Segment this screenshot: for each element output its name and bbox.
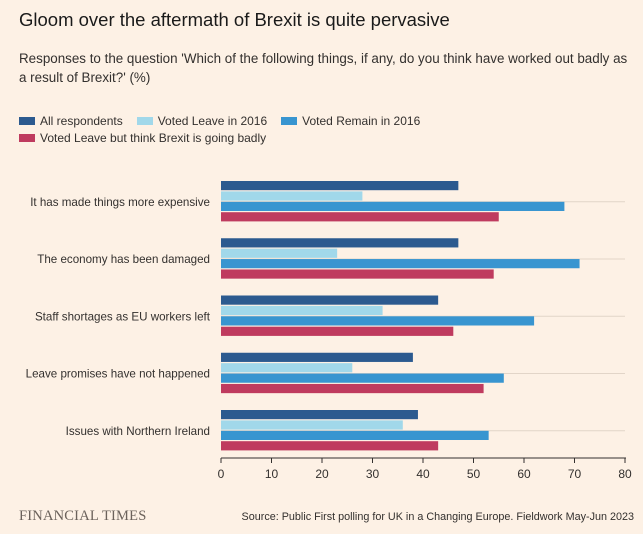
category-label: Staff shortages as EU workers left bbox=[35, 310, 211, 323]
legend-item-leave-going-badly: Voted Leave but think Brexit is going ba… bbox=[19, 131, 266, 145]
legend-row-1: All respondents Voted Leave in 2016 Vote… bbox=[19, 112, 629, 129]
legend-item-voted-leave: Voted Leave in 2016 bbox=[136, 113, 268, 128]
legend-swatch-all-respondents bbox=[19, 116, 35, 125]
x-tick-label: 30 bbox=[366, 467, 380, 481]
legend-item-voted-remain: Voted Remain in 2016 bbox=[281, 114, 420, 128]
legend-label-all-respondents: All respondents bbox=[40, 113, 123, 128]
chart-subtitle: Responses to the question 'Which of the … bbox=[19, 51, 628, 85]
bar-3-4 bbox=[221, 373, 504, 383]
category-label: The economy has been damaged bbox=[37, 253, 210, 266]
bar-4-1 bbox=[221, 212, 499, 222]
bar-4-4 bbox=[221, 383, 484, 394]
x-tick-label: 20 bbox=[315, 467, 329, 481]
legend-label-leave-going-badly: Voted Leave but think Brexit is going ba… bbox=[40, 130, 267, 145]
bar-2-5 bbox=[221, 420, 403, 430]
bar-4-2 bbox=[221, 269, 494, 279]
x-tick-label: 10 bbox=[265, 467, 279, 481]
x-tick-label: 70 bbox=[568, 467, 582, 481]
bar-1-3 bbox=[221, 295, 439, 305]
bar-2-3 bbox=[221, 305, 383, 316]
x-tick-label: 40 bbox=[416, 467, 430, 481]
source-note: Source: Public First polling for UK in a… bbox=[241, 511, 634, 523]
bar-4-5 bbox=[221, 441, 439, 451]
x-tick-label: 60 bbox=[517, 467, 531, 481]
bar-1-2 bbox=[221, 238, 459, 248]
legend-item-all-respondents: All respondents bbox=[19, 114, 123, 128]
legend-swatch-leave-going-badly bbox=[19, 133, 35, 142]
bar-2-2 bbox=[221, 248, 338, 258]
bar-3-1 bbox=[221, 201, 565, 211]
ft-logo: FINANCIAL TIMES bbox=[19, 508, 147, 524]
bar-1-1 bbox=[221, 181, 459, 191]
category-label: It has made things more expensive bbox=[30, 196, 210, 209]
bar-1-4 bbox=[221, 352, 413, 362]
category-label: Issues with Northern Ireland bbox=[66, 425, 210, 438]
legend-swatch-voted-remain bbox=[281, 116, 298, 125]
bar-3-3 bbox=[221, 316, 535, 326]
chart-title: Gloom over the aftermath of Brexit is qu… bbox=[19, 9, 450, 30]
legend-row-2: Voted Leave but think Brexit is going ba… bbox=[19, 129, 629, 146]
bar-4-3 bbox=[221, 326, 454, 336]
bar-3-5 bbox=[221, 430, 489, 440]
legend-label-voted-remain: Voted Remain in 2016 bbox=[302, 113, 421, 128]
x-tick-label: 0 bbox=[218, 467, 225, 481]
x-tick-label: 80 bbox=[618, 467, 632, 481]
legend-swatch-voted-leave bbox=[136, 116, 153, 125]
legend: All respondents Voted Leave in 2016 Vote… bbox=[19, 112, 629, 146]
bar-3-2 bbox=[221, 259, 580, 269]
bar-2-4 bbox=[221, 363, 353, 373]
bar-2-1 bbox=[221, 191, 363, 201]
x-tick-label: 50 bbox=[467, 467, 481, 481]
bar-1-5 bbox=[221, 410, 418, 420]
legend-label-voted-leave: Voted Leave in 2016 bbox=[157, 113, 268, 128]
category-label: Leave promises have not happened bbox=[26, 368, 210, 381]
